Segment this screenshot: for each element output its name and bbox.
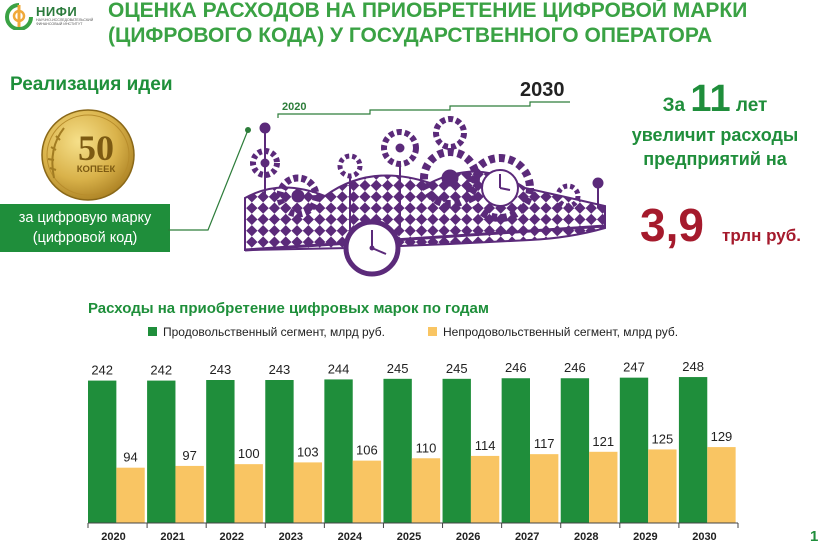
nifi-logo-icon [5, 3, 33, 30]
logo-name: НИФИ [36, 4, 78, 19]
bar-nonfood-2029 [648, 449, 677, 523]
label-nonfood-2027: 117 [534, 436, 555, 451]
stat-value: 3,9 [640, 199, 704, 251]
label-nonfood-2021: 97 [182, 448, 196, 463]
label-food-2029: 247 [623, 360, 645, 375]
label-food-2022: 243 [210, 362, 232, 377]
clockwork-illustration [168, 101, 606, 277]
label-nonfood-2025: 110 [416, 440, 437, 455]
x-tick-2025: 2025 [397, 531, 421, 543]
label-food-2025: 245 [387, 361, 409, 376]
label-nonfood-2026: 114 [475, 438, 496, 453]
bar-food-2025 [383, 378, 412, 523]
x-tick-2029: 2029 [633, 531, 657, 543]
stat-years-suffix: лет [735, 95, 768, 116]
legend-swatch-nonfood [428, 327, 437, 336]
label-nonfood-2024: 106 [356, 443, 378, 458]
stat-years: 11 [690, 78, 731, 120]
label-nonfood-2020: 94 [123, 450, 137, 465]
bar-nonfood-2030 [707, 447, 736, 523]
stat-block: За 11 лет увеличит расходы предприятий н… [625, 80, 805, 171]
bar-nonfood-2021 [175, 465, 204, 523]
bar-food-2028 [560, 378, 590, 523]
logo-subtitle: Научно-исследовательский финансовый инст… [36, 18, 94, 27]
x-tick-2020: 2020 [101, 531, 125, 543]
bar-nonfood-2020 [116, 467, 145, 523]
bar-nonfood-2026 [470, 455, 500, 523]
label-nonfood-2022: 100 [238, 446, 260, 461]
coin-text: КОПЕЕК [77, 164, 116, 175]
x-tick-2030: 2030 [692, 531, 716, 543]
legend-nonfood: Непродовольственный сегмент, млрд руб. [428, 325, 678, 339]
label-food-2020: 242 [91, 363, 113, 378]
bar-food-2021 [147, 380, 176, 523]
bar-food-2030 [678, 377, 708, 523]
label-food-2026: 245 [446, 361, 468, 376]
bar-food-2026 [442, 378, 471, 523]
chart-title: Расходы на приобретение цифровых марок п… [88, 300, 489, 317]
label-food-2023: 243 [269, 362, 291, 377]
bar-nonfood-2027 [530, 454, 559, 523]
legend-label-nonfood: Непродовольственный сегмент, млрд руб. [443, 325, 679, 339]
stat-unit: трлн руб. [722, 226, 801, 245]
x-tick-2021: 2021 [160, 531, 184, 543]
label-nonfood-2023: 103 [297, 444, 319, 459]
label-food-2021: 242 [150, 363, 172, 378]
label-nonfood-2028: 121 [592, 434, 614, 449]
legend-label-food: Продовольственный сегмент, млрд руб. [163, 325, 385, 339]
coin-icon: 50 КОПЕЕК [41, 109, 135, 201]
bar-nonfood-2028 [589, 451, 618, 523]
x-tick-2027: 2027 [515, 531, 539, 543]
timeline-end-year: 2030 [520, 79, 565, 101]
idea-title: Реализация идеи [10, 74, 173, 95]
label-food-2027: 246 [505, 360, 527, 375]
x-tick-2023: 2023 [279, 531, 303, 543]
label-food-2030: 248 [682, 359, 704, 374]
label-nonfood-2029: 125 [652, 431, 674, 446]
x-tick-2028: 2028 [574, 531, 598, 543]
bar-food-2023 [265, 380, 294, 523]
page-number: 1 [810, 528, 819, 545]
legend-swatch-food [148, 327, 157, 336]
coin-value: 50 [78, 128, 114, 168]
legend-food: Продовольственный сегмент, млрд руб. [148, 325, 385, 339]
bar-nonfood-2022 [234, 464, 263, 523]
label-food-2024: 244 [328, 361, 350, 376]
bar-nonfood-2023 [293, 462, 322, 523]
x-tick-2022: 2022 [219, 531, 243, 543]
bar-food-2024 [324, 379, 353, 523]
label-nonfood-2030: 129 [711, 429, 733, 444]
bar-nonfood-2024 [352, 460, 382, 523]
stat-prefix: За [662, 95, 686, 116]
bar-nonfood-2025 [411, 458, 441, 523]
bar-chart: 242 94 2020 242 97 2021 243 100 2022 243 103 2023 24… [87, 359, 739, 543]
bar-food-2022 [206, 380, 235, 523]
bar-food-2020 [88, 380, 117, 523]
page-title: ОЦЕНКА РАСХОДОВ НА ПРИОБРЕТЕНИЕ ЦИФРОВОЙ… [108, 0, 748, 47]
coin-label: за цифровую марку (цифровой код) [0, 204, 170, 252]
bar-food-2029 [619, 377, 649, 523]
x-tick-2026: 2026 [456, 531, 480, 543]
stat-text: увеличит расходы предприятий на [631, 125, 799, 169]
label-food-2028: 246 [564, 360, 586, 375]
bar-food-2027 [501, 378, 530, 523]
timeline-start-year: 2020 [282, 101, 307, 113]
x-tick-2024: 2024 [338, 531, 363, 543]
